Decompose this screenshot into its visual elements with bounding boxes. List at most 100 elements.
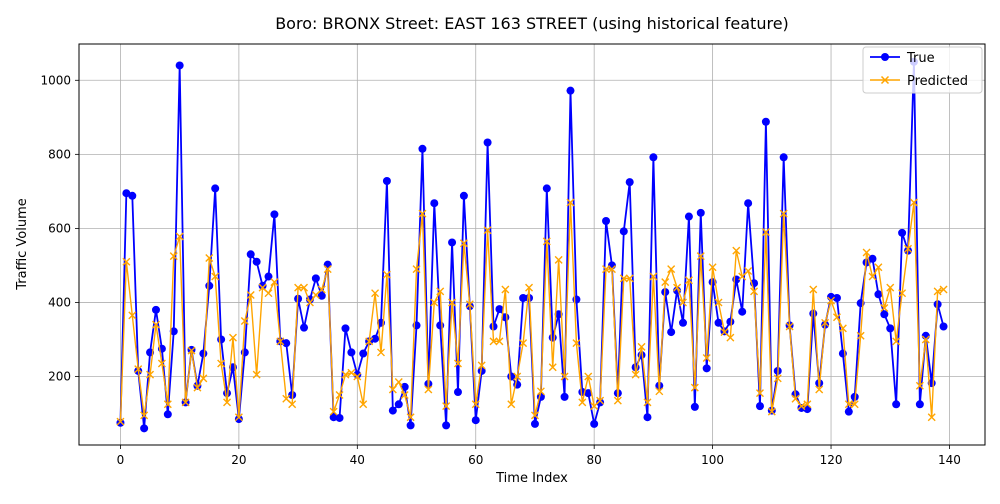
point-predicted xyxy=(714,298,723,307)
point-true xyxy=(726,317,735,326)
point-predicted xyxy=(827,296,836,305)
point-predicted xyxy=(430,298,439,307)
point-predicted xyxy=(838,324,847,333)
point-predicted xyxy=(554,255,563,264)
point-true xyxy=(459,191,468,200)
point-predicted xyxy=(602,265,611,274)
point-true xyxy=(382,176,391,185)
plot-background xyxy=(79,44,985,445)
point-true xyxy=(448,238,457,247)
point-true xyxy=(868,254,877,263)
point-predicted xyxy=(228,333,237,342)
y-tick-label: 800 xyxy=(48,147,71,161)
point-predicted xyxy=(359,400,368,409)
point-true xyxy=(684,212,693,221)
point-true xyxy=(566,86,575,95)
x-tick-label: 120 xyxy=(820,453,843,467)
point-true xyxy=(590,419,599,428)
point-predicted xyxy=(193,383,202,392)
point-predicted xyxy=(732,246,741,255)
point-true xyxy=(282,339,291,348)
point-predicted xyxy=(234,413,243,422)
point-true xyxy=(205,281,214,290)
point-predicted xyxy=(525,283,534,292)
point-predicted xyxy=(489,337,498,346)
point-predicted xyxy=(673,283,682,292)
point-predicted xyxy=(169,252,178,261)
point-predicted xyxy=(317,285,326,294)
point-predicted xyxy=(892,337,901,346)
point-predicted xyxy=(163,400,172,409)
point-predicted xyxy=(459,239,468,248)
x-tick-label: 140 xyxy=(938,453,961,467)
point-predicted xyxy=(832,313,841,322)
point-true xyxy=(702,364,711,373)
point-true xyxy=(323,260,332,269)
point-true xyxy=(175,61,184,70)
point-true xyxy=(779,153,788,162)
point-predicted xyxy=(495,337,504,346)
point-predicted xyxy=(519,339,528,348)
point-true xyxy=(329,413,338,422)
point-true xyxy=(359,349,368,358)
point-predicted xyxy=(507,400,516,409)
point-predicted xyxy=(803,400,812,409)
point-predicted xyxy=(377,348,385,357)
point-true xyxy=(519,294,528,303)
point-predicted xyxy=(625,274,634,283)
point-predicted xyxy=(702,353,711,362)
point-predicted xyxy=(868,272,877,281)
point-true xyxy=(140,424,149,433)
point-true xyxy=(744,199,753,208)
point-true xyxy=(442,421,451,430)
point-true xyxy=(436,321,445,330)
point-true xyxy=(353,370,362,379)
point-true xyxy=(761,117,770,126)
legend-marker-true xyxy=(881,53,889,61)
point-predicted xyxy=(578,398,587,407)
point-true xyxy=(211,184,220,193)
series-layer xyxy=(116,57,948,433)
point-predicted xyxy=(448,298,457,307)
ticks: 0 20 40 60 80 100 120 140 200 400 600 800 1000 xyxy=(40,73,960,467)
point-predicted xyxy=(140,411,149,420)
point-predicted xyxy=(329,407,338,416)
point-true xyxy=(406,421,415,430)
point-predicted xyxy=(252,370,261,379)
legend: True Predicted xyxy=(862,46,983,94)
point-true xyxy=(270,210,279,219)
point-predicted xyxy=(744,266,753,275)
y-tick-label: 1000 xyxy=(40,73,71,87)
point-predicted xyxy=(619,274,628,283)
x-tick-label: 60 xyxy=(468,453,483,467)
point-predicted xyxy=(128,311,137,320)
point-true xyxy=(347,348,356,357)
point-true xyxy=(394,400,403,409)
point-predicted xyxy=(412,265,421,274)
point-true xyxy=(477,366,486,375)
point-true xyxy=(495,305,504,314)
point-true xyxy=(217,335,226,344)
point-predicted xyxy=(726,333,735,342)
point-predicted xyxy=(294,283,303,292)
point-predicted xyxy=(371,289,380,298)
point-true xyxy=(311,274,320,283)
point-predicted xyxy=(134,365,143,374)
x-tick-label: 0 xyxy=(117,453,125,467)
point-true xyxy=(300,323,309,332)
point-true xyxy=(560,392,569,401)
y-tick-label: 400 xyxy=(48,295,71,309)
point-true xyxy=(341,324,350,333)
point-true xyxy=(572,295,581,304)
point-predicted xyxy=(548,363,557,372)
point-predicted xyxy=(933,287,942,296)
point-predicted xyxy=(791,394,800,403)
point-predicted xyxy=(400,391,409,400)
point-true xyxy=(264,272,273,281)
point-true xyxy=(317,291,326,300)
point-predicted xyxy=(323,265,332,274)
point-predicted xyxy=(513,372,522,381)
point-predicted xyxy=(874,263,883,272)
point-true xyxy=(483,138,492,147)
point-predicted xyxy=(288,400,297,409)
